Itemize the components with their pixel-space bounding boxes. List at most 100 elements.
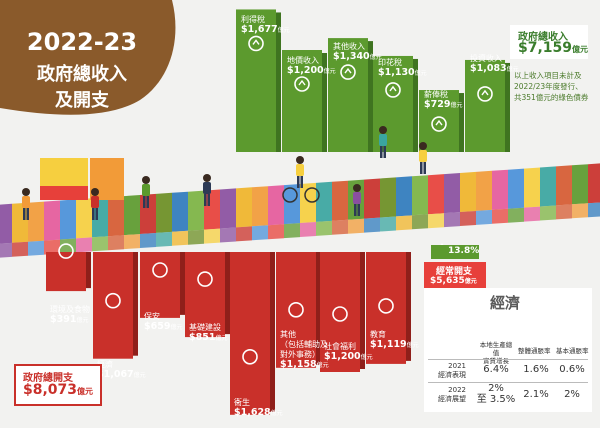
expenditure-bar-unit: 億元 (170, 324, 183, 331)
street-tile (300, 222, 316, 237)
person-head (91, 188, 99, 196)
revenue-icon-mark (481, 89, 489, 96)
street-tile (332, 219, 348, 235)
street-tile (444, 212, 460, 228)
revenue-bar-label-2: 其他收入 $1,340億元 (333, 42, 382, 63)
economy-row2-text: 經濟展望 (438, 395, 466, 403)
street-tile (428, 213, 444, 229)
revenue-bar-side (368, 41, 373, 152)
revenue-note-line2: 2022/23年度發行、 (514, 82, 583, 91)
revenue-note: 以上收入項目未計及 2022/23年度發行、 共351億元的綠色債券 (514, 70, 588, 103)
person-head (22, 188, 30, 196)
economy-divider-2 (428, 382, 588, 383)
person-4 (203, 174, 211, 206)
expenditure-bar-side (225, 252, 230, 335)
street-tile (156, 192, 172, 233)
person-leg (92, 208, 95, 220)
revenue-icon-mark (252, 39, 260, 45)
expenditure-bar-label-7: 教育 $1,119億元 (370, 330, 419, 351)
street-tile (188, 229, 204, 245)
expenditure-bar-side (360, 252, 365, 369)
street-tile (188, 190, 204, 231)
expenditure-bar-value: $1,158 (280, 359, 317, 370)
street-tile (236, 187, 252, 228)
expenditure-bar (140, 252, 180, 318)
person-leg (204, 194, 207, 206)
expenditure-bar-name: 衞生 (234, 398, 250, 407)
revenue-icon (385, 82, 401, 98)
revenue-bar-unit: 億元 (277, 27, 290, 34)
economy-row1-year: 2021 (448, 362, 466, 370)
expenditure-bar-side (316, 252, 321, 365)
person-head (353, 184, 361, 192)
street-tile (540, 166, 556, 207)
expenditure-bar (230, 252, 270, 415)
person-head (419, 142, 427, 150)
street-tile (492, 208, 508, 224)
person-head (296, 156, 304, 164)
person-leg (383, 146, 386, 158)
street-tile (428, 174, 444, 215)
street-tile (268, 185, 284, 226)
street-tile (156, 231, 172, 247)
revenue-bar-value: $729 (424, 99, 451, 110)
street-tile (380, 216, 396, 232)
person-1 (22, 188, 30, 220)
person-head (142, 176, 150, 184)
economy-divider-1 (428, 359, 588, 360)
expenditure-bar-name: 環境及食物 (50, 305, 90, 314)
person-body (203, 182, 211, 194)
expenditure-total-title: 政府總開支 (23, 373, 73, 384)
person-head (203, 174, 211, 182)
revenue-bar-name: 印花稅 (378, 58, 402, 67)
revenue-total-title: 政府總收入 (518, 32, 568, 43)
revenue-bar-label-1: 地價收入 $1,200億元 (287, 56, 336, 77)
person-leg (143, 196, 146, 208)
revenue-bar-unit: 億元 (369, 54, 382, 61)
expenditure-bar-unit: 億元 (316, 362, 329, 369)
expenditure-bar-unit: 億元 (360, 354, 373, 361)
person-leg (300, 176, 303, 188)
expenditure-icon (105, 292, 121, 309)
street-tile (508, 207, 524, 223)
expenditure-total-unit: 億元 (77, 387, 94, 396)
revenue-bars (236, 9, 510, 153)
expenditure-icon (197, 271, 213, 287)
street-tile (284, 223, 300, 239)
person-6 (419, 142, 427, 174)
revenue-bar-side (505, 62, 510, 152)
street-tile (60, 238, 76, 254)
revenue-bar-label-0: 利得稅 $1,677億元 (241, 15, 290, 36)
street-tile (476, 209, 492, 225)
street-tile (588, 202, 600, 218)
expenditure-bar (320, 252, 360, 372)
street-tile (124, 195, 140, 236)
street-tile (460, 171, 476, 212)
street-band (0, 158, 600, 258)
economy-panel (424, 288, 592, 412)
expenditure-bar-label-3: 基礎建設 $851億元 (189, 323, 227, 344)
street-tile (12, 202, 28, 243)
person-head (379, 126, 387, 134)
person-leg (357, 204, 360, 216)
expenditure-bar-name: 社會福利 (324, 342, 356, 351)
street-block (40, 158, 88, 188)
person-leg (23, 208, 26, 220)
economy-col1-line2: 實質增長 (483, 357, 509, 365)
economy-row1-label: 2021 經濟表現 (430, 362, 466, 380)
expenditure-bar-value: $659 (144, 321, 171, 332)
expenditure-bar (366, 252, 406, 364)
street-tile (268, 224, 284, 240)
person-leg (380, 146, 383, 158)
revenue-icon (294, 76, 310, 92)
expenditure-icon (58, 243, 74, 259)
expenditure-bar-value: $1,067 (97, 369, 134, 380)
expenditure-bar-name: 保安 (144, 312, 160, 321)
street-tile (316, 181, 332, 222)
street-tile (0, 242, 12, 258)
street-tile (396, 176, 412, 217)
person-body (296, 164, 304, 176)
economy-row2-label: 2022 經濟展望 (430, 386, 466, 404)
street-tile (236, 226, 252, 242)
